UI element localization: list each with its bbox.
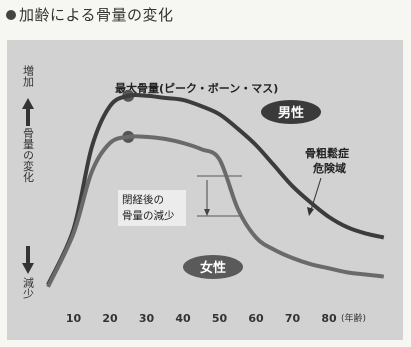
legend-female-label: 女性 xyxy=(200,260,226,276)
ylabel-bottom: 減少 xyxy=(22,276,35,299)
series-line-female xyxy=(46,134,384,288)
x-tick-label: 20 xyxy=(102,312,118,325)
annotation-risk-line2: 危険域 xyxy=(312,161,346,175)
y-axis-up-arrow-icon xyxy=(22,98,34,126)
legend-female: 女性 xyxy=(183,255,243,279)
x-axis-ticks: 10 20 30 40 50 60 70 80 xyxy=(66,312,337,325)
legend-male: 男性 xyxy=(261,100,321,124)
risk-pointer-arrowhead-icon xyxy=(307,207,314,216)
chart-panel: 増加 骨量の変化 減少 最大骨量(ピーク・ボーン・マス) 骨粗鬆症 危険域 閉経… xyxy=(7,40,403,340)
annotation-menopause-line2: 骨量の減少 xyxy=(122,209,175,222)
series-line-male xyxy=(46,92,385,286)
chart-title-text: 加齢による骨量の変化 xyxy=(19,6,174,24)
ylabel-top: 増加 xyxy=(22,65,35,88)
chart-title: 加齢による骨量の変化 xyxy=(6,4,174,25)
menopause-arrowhead-icon xyxy=(204,209,210,216)
annotation-menopause-line1: 閉経後の xyxy=(122,193,164,206)
menopause-label-box xyxy=(118,190,186,226)
x-tick-label: 60 xyxy=(248,312,264,325)
x-tick-label: 80 xyxy=(321,312,337,325)
annotation-peak: 最大骨量(ピーク・ボーン・マス) xyxy=(115,81,278,95)
y-axis-down-arrow-icon xyxy=(22,246,34,274)
annotation-risk-line1: 骨粗鬆症 xyxy=(305,146,349,160)
bone-mass-chart: 増加 骨量の変化 減少 最大骨量(ピーク・ボーン・マス) 骨粗鬆症 危険域 閉経… xyxy=(22,65,385,325)
x-tick-label: 10 xyxy=(66,312,82,325)
x-tick-label: 50 xyxy=(212,312,228,325)
legend-male-label: 男性 xyxy=(278,105,304,121)
bullet-icon xyxy=(6,9,16,20)
x-tick-label: 70 xyxy=(285,312,301,325)
x-tick-label: 40 xyxy=(175,312,191,325)
x-tick-label: 30 xyxy=(139,312,155,325)
ylabel-mid: 骨量の変化 xyxy=(22,127,35,183)
x-axis-unit: (年齢) xyxy=(341,312,366,324)
